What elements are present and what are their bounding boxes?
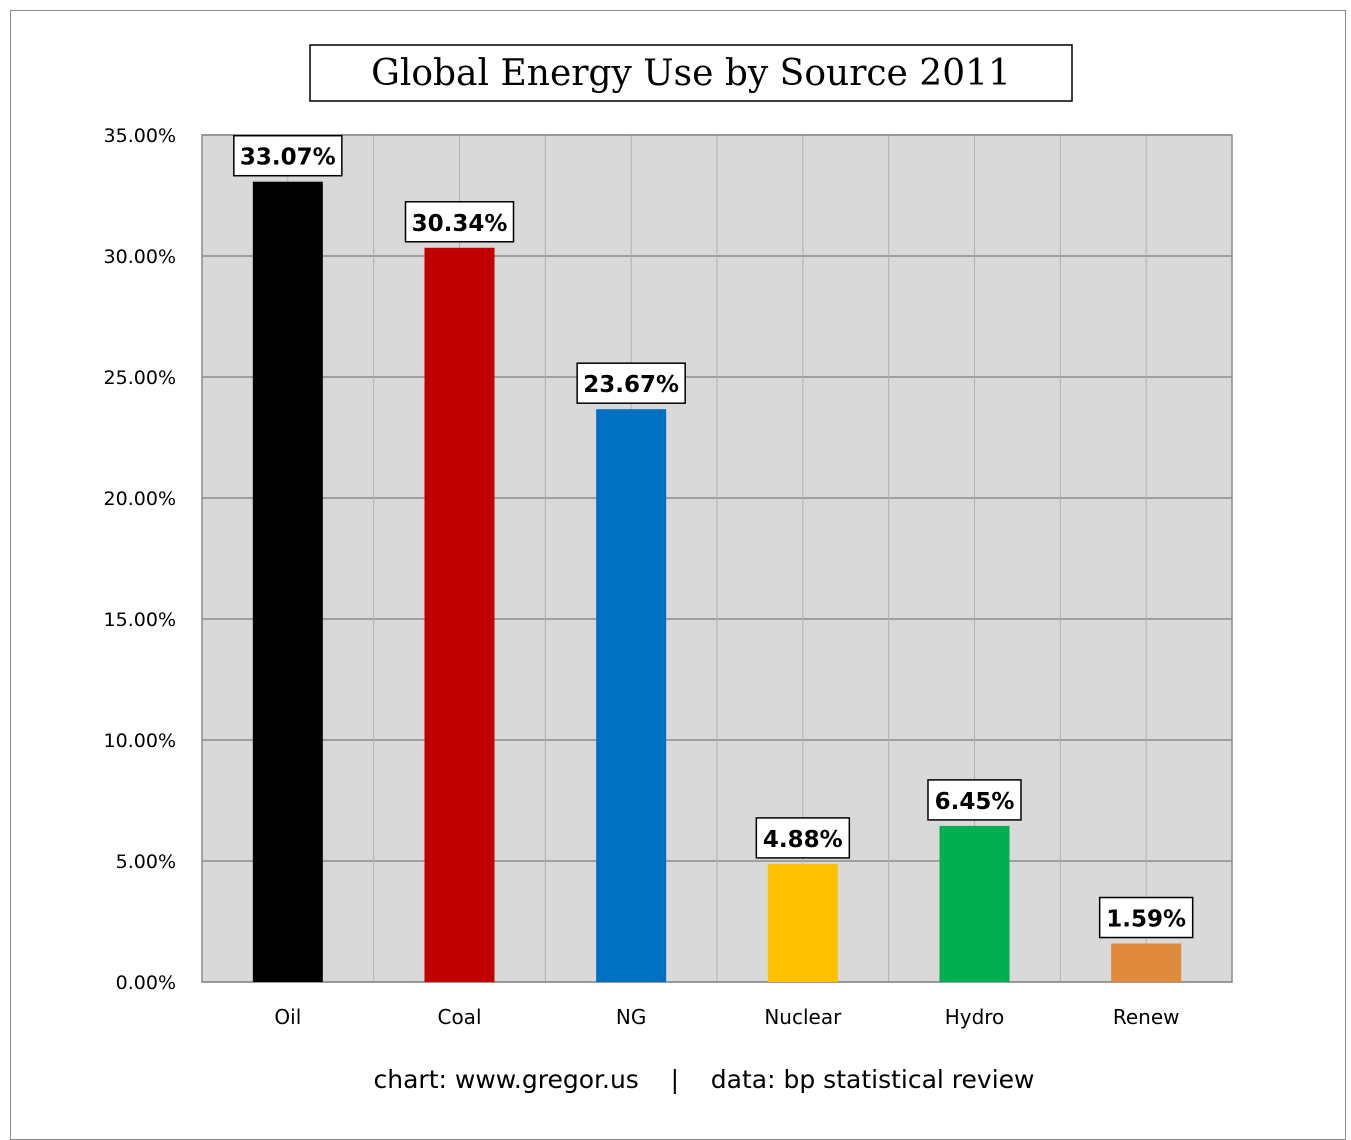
bar-hydro (939, 825, 1010, 982)
chart-title: Global Energy Use by Source 2011 (371, 53, 1011, 94)
bar-oil (252, 181, 323, 982)
chart-title-box: Global Energy Use by Source 2011 (309, 44, 1073, 102)
y-tick-label: 25.00% (104, 367, 176, 389)
y-tick-label: 0.00% (116, 972, 176, 994)
data-label-renew: 1.59% (1106, 907, 1186, 933)
bar-renew (1111, 943, 1182, 982)
bar-ng (596, 409, 667, 982)
plot-border (201, 134, 1233, 983)
data-label-oil: 33.07% (240, 145, 336, 171)
data-label-box (576, 362, 686, 404)
data-label-coal: 30.34% (412, 211, 508, 237)
y-tick-label: 30.00% (104, 246, 176, 268)
data-label-nuclear: 4.88% (763, 827, 843, 853)
x-tick-label-oil: Oil (274, 1005, 301, 1029)
chart-source-footer: chart: www.gregor.us | data: bp statisti… (374, 1065, 1035, 1094)
x-tick-label-renew: Renew (1113, 1005, 1180, 1029)
y-tick-label: 10.00% (104, 730, 176, 752)
y-tick-label: 5.00% (116, 851, 176, 873)
x-tick-label-coal: Coal (437, 1005, 481, 1029)
y-tick-label: 35.00% (104, 125, 176, 147)
bar-coal (424, 247, 495, 983)
bar-nuclear (767, 863, 838, 982)
x-tick-label-hydro: Hydro (945, 1005, 1005, 1029)
y-tick-label: 20.00% (104, 488, 176, 510)
data-label-box (927, 779, 1022, 821)
data-label-box (404, 201, 515, 243)
data-label-box (233, 134, 343, 177)
data-label-box (755, 817, 851, 859)
y-tick-label: 15.00% (104, 609, 176, 631)
data-label-hydro: 6.45% (935, 789, 1015, 815)
x-tick-label-ng: NG (616, 1005, 646, 1029)
data-label-box (1098, 896, 1194, 939)
x-tick-label-nuclear: Nuclear (764, 1005, 842, 1029)
data-label-ng: 23.67% (583, 372, 679, 398)
